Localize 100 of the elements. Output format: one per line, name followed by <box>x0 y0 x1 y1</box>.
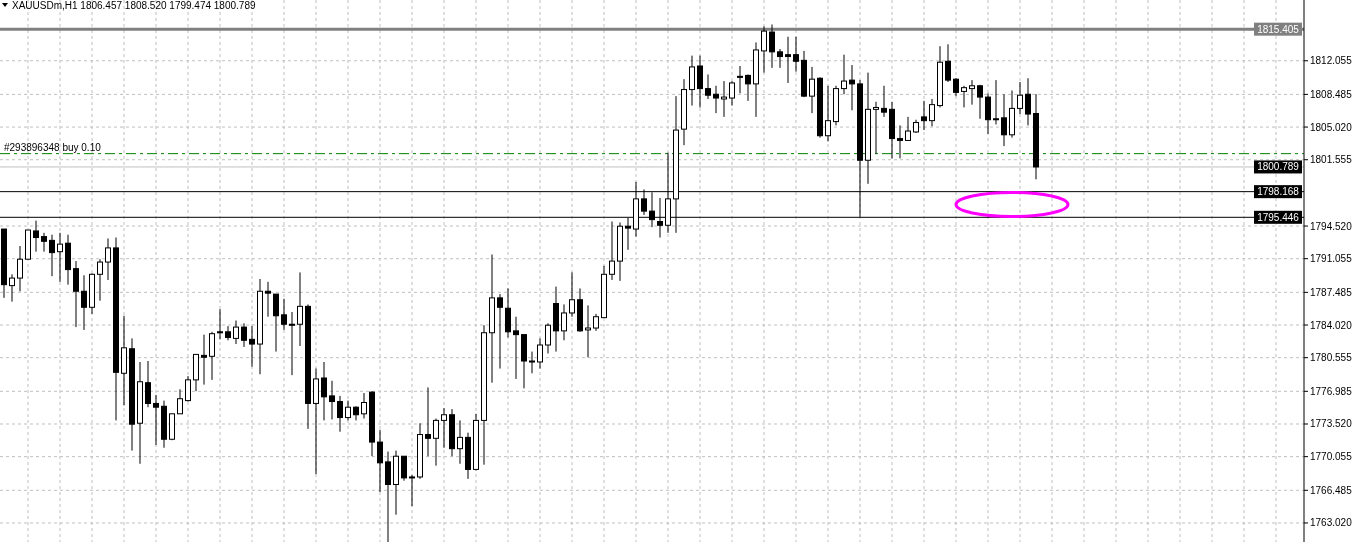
candlestick <box>265 281 271 318</box>
ref-line-label: #293896348 buy 0.10 <box>4 141 102 153</box>
candlestick <box>73 260 79 328</box>
candlestick <box>409 474 415 507</box>
candlestick <box>1025 77 1031 126</box>
candlestick <box>281 298 287 331</box>
candlestick <box>769 24 775 69</box>
candlestick <box>425 386 431 457</box>
candlestick <box>881 85 887 118</box>
candlestick <box>1001 93 1007 147</box>
candlestick <box>225 325 231 341</box>
candlestick <box>513 316 519 380</box>
candlestick <box>329 380 335 420</box>
candlestick <box>713 85 719 114</box>
candlestick <box>441 407 447 449</box>
candlestick <box>57 232 63 283</box>
candlestick <box>849 64 855 111</box>
candlestick <box>49 234 55 277</box>
candlestick <box>977 84 983 120</box>
ref-line-label: 1800.789 <box>1257 161 1300 173</box>
y-tick-label: 1770.055 <box>1310 451 1353 463</box>
candlestick <box>745 73 751 102</box>
candlestick <box>217 308 223 340</box>
candlestick <box>81 274 87 331</box>
candlestick <box>289 311 295 376</box>
y-tick-label: 1766.485 <box>1310 484 1353 496</box>
candlestick <box>97 258 103 302</box>
candlestick <box>897 124 903 159</box>
candlestick <box>17 245 23 292</box>
candlestick <box>569 271 575 318</box>
candlestick <box>697 55 703 108</box>
candlestick <box>505 287 511 338</box>
ref-line-label: 1798.168 <box>1257 186 1300 198</box>
y-tick-label: 1763.020 <box>1310 517 1353 529</box>
candlestick <box>185 375 191 403</box>
candlestick <box>785 36 791 84</box>
y-tick-label: 1801.555 <box>1310 154 1353 166</box>
y-tick-label: 1787.485 <box>1310 286 1353 298</box>
candlestick <box>297 271 303 347</box>
candlestick <box>209 331 215 381</box>
candlestick <box>873 101 879 155</box>
candlestick <box>273 293 279 353</box>
y-tick-label: 1794.520 <box>1310 220 1353 232</box>
candlestick <box>529 351 535 374</box>
y-tick-label: 1812.055 <box>1310 55 1353 67</box>
candlestick <box>345 400 351 421</box>
candlestick <box>153 394 159 446</box>
candlestick <box>969 79 975 106</box>
candlestick <box>145 360 151 408</box>
candlestick <box>337 395 343 433</box>
candlestick <box>841 54 847 95</box>
y-tick-label: 1808.485 <box>1310 88 1353 100</box>
candlestick <box>761 25 767 74</box>
candlestick <box>201 334 207 386</box>
candlestick <box>905 116 911 141</box>
candlestick <box>249 325 255 368</box>
candlestick <box>737 65 743 94</box>
candlestick <box>9 273 15 303</box>
y-tick-label: 1791.055 <box>1310 253 1353 265</box>
candlestick <box>41 232 47 253</box>
y-tick-label: 1780.555 <box>1310 352 1353 364</box>
candlestick <box>561 303 567 341</box>
candlestick <box>385 451 391 542</box>
y-tick-label: 1805.020 <box>1310 121 1353 133</box>
candlestick <box>241 322 247 348</box>
candlestick <box>1017 81 1023 115</box>
candlestick <box>609 221 615 281</box>
chart-title: XAUUSDm,H1 1806.457 1808.520 1799.474 1800.789 <box>12 0 256 11</box>
candlestick <box>177 388 183 415</box>
candlestick <box>545 322 551 354</box>
candlestick <box>321 361 327 421</box>
candlestick <box>233 319 239 345</box>
candlestick <box>105 237 111 281</box>
candlestick <box>721 80 727 118</box>
candlestick <box>705 73 711 100</box>
candlestick <box>961 85 967 108</box>
candlestick <box>929 98 935 127</box>
candlestick <box>361 392 367 420</box>
ref-line-label: 1815.405 <box>1257 23 1300 35</box>
candlestick <box>497 293 503 370</box>
candlestick <box>793 36 799 73</box>
candlestick <box>825 85 831 142</box>
candlestick <box>945 43 951 83</box>
ref-line-label: 1795.446 <box>1257 211 1300 223</box>
candlestick <box>777 48 783 69</box>
candlestick <box>809 66 815 114</box>
candlestick <box>377 429 383 493</box>
y-tick-label: 1776.985 <box>1310 385 1353 397</box>
candlestick <box>985 92 991 135</box>
candlestick <box>993 79 999 125</box>
candlestick <box>401 455 407 482</box>
y-tick-label: 1773.520 <box>1310 418 1353 430</box>
candlestick <box>433 418 439 467</box>
candlestick <box>33 220 39 253</box>
candlestick <box>585 304 591 358</box>
candlestick <box>537 337 543 370</box>
candlestick <box>689 55 695 107</box>
candlestick <box>457 419 463 465</box>
candlestick <box>921 100 927 131</box>
y-tick-label: 1784.020 <box>1310 319 1353 331</box>
